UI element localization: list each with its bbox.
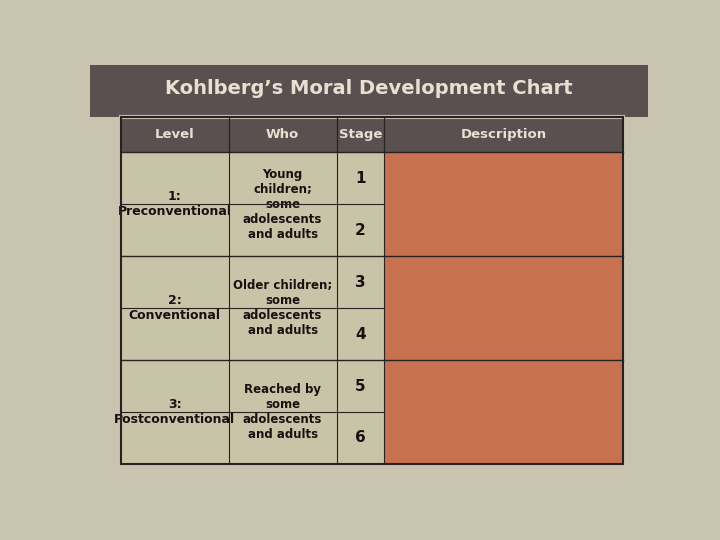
Bar [337,152,384,256]
Text: 6: 6 [355,430,366,445]
Bar [121,117,623,152]
Bar [121,360,229,464]
Text: Description: Description [461,128,546,141]
Bar [337,360,384,464]
Text: Reached by
some
adolescents
and adults: Reached by some adolescents and adults [243,383,323,441]
Bar [384,360,623,464]
Text: 5: 5 [355,379,366,394]
Text: Level: Level [155,128,194,141]
Bar [121,256,229,360]
Text: 4: 4 [355,327,366,341]
Bar [90,60,648,117]
Bar [384,256,623,360]
Text: Kohlberg’s Moral Development Chart: Kohlberg’s Moral Development Chart [165,79,573,98]
Text: 3:
Postconventional: 3: Postconventional [114,398,235,426]
Bar [229,360,337,464]
Text: Young
children;
some
adolescents
and adults: Young children; some adolescents and adu… [243,167,323,241]
Text: Who: Who [266,128,300,141]
Bar [337,256,384,360]
Text: 1:
Preconventional: 1: Preconventional [117,190,232,218]
Text: 3: 3 [355,274,366,289]
Text: 2: 2 [355,222,366,238]
Text: 2:
Conventional: 2: Conventional [129,294,220,322]
Bar [121,117,623,464]
Bar [121,152,229,256]
Bar [384,152,623,256]
Text: Stage: Stage [339,128,382,141]
Text: Older children;
some
adolescents
and adults: Older children; some adolescents and adu… [233,279,332,337]
Bar [229,256,337,360]
Bar [229,152,337,256]
Text: 1: 1 [355,171,366,186]
